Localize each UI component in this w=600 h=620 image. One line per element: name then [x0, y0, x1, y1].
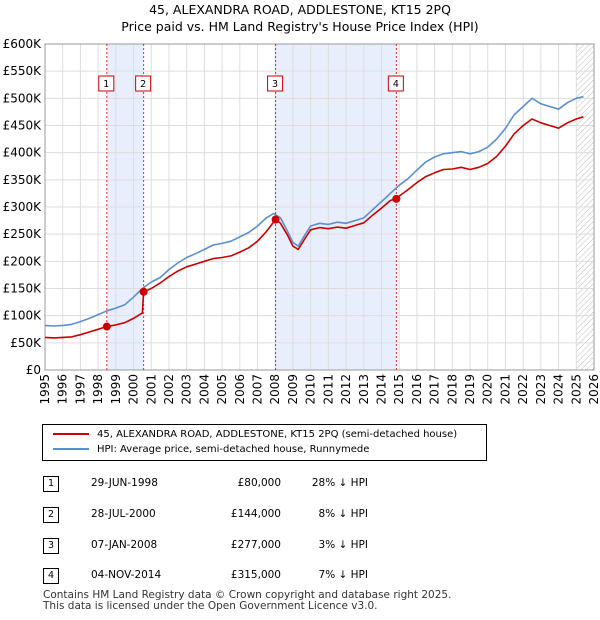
- sale-price: £144,000: [230, 508, 281, 520]
- x-tick-label: 2010: [304, 374, 318, 405]
- y-tick-label: £500K: [3, 91, 43, 105]
- footer-licence: This data is licensed under the Open Gov…: [43, 600, 378, 612]
- sale-number: 2: [43, 507, 59, 523]
- sale-number: 3: [43, 538, 59, 554]
- legend-swatch-property: [53, 433, 89, 435]
- x-tick-label: 2025: [569, 374, 583, 405]
- x-tick-label: 1996: [56, 374, 70, 405]
- y-tick-label: £300K: [3, 200, 43, 214]
- chart-subtitle: Price paid vs. HM Land Registry's House …: [121, 19, 479, 34]
- hpi-series-line: [44, 95, 584, 327]
- sale-number: 4: [43, 568, 59, 584]
- sale-marker-number: 1: [103, 79, 109, 90]
- x-tick-label: 2021: [498, 374, 512, 405]
- x-tick-label: 2000: [127, 374, 141, 405]
- sale-marker-box: [135, 75, 152, 92]
- x-tick-label: 2001: [144, 374, 158, 405]
- x-tick-label: 2004: [197, 374, 211, 405]
- x-tick-label: 2006: [233, 374, 247, 405]
- sale-date: 28-JUL-2000: [91, 508, 156, 520]
- x-tick-label: 2009: [286, 374, 300, 405]
- y-tick-label: £550K: [3, 64, 43, 78]
- sale-point: [392, 194, 401, 203]
- sale-marker-number: 4: [393, 79, 399, 90]
- x-tick-label: 2022: [516, 374, 530, 405]
- sale-marker-box: [387, 75, 404, 92]
- y-tick-label: £600K: [3, 37, 43, 51]
- sale-hpi-diff: 8% ↓ HPI: [318, 508, 368, 520]
- sale-number: 1: [43, 476, 59, 492]
- sale-point: [271, 215, 280, 224]
- y-tick-label: £100K: [3, 309, 43, 323]
- property-series-line: [44, 116, 584, 339]
- legend-item-hpi: HPI: Average price, semi-detached house,…: [53, 443, 369, 457]
- legend-swatch-hpi: [53, 448, 89, 450]
- x-tick-label: 2003: [180, 374, 194, 405]
- x-tick-label: 2002: [162, 374, 176, 405]
- x-tick-label: 2016: [410, 374, 424, 405]
- x-tick-label: 2018: [445, 374, 459, 405]
- sale-date: 29-JUN-1998: [91, 477, 158, 489]
- y-tick-label: £450K: [3, 119, 43, 133]
- chart-title: 45, ALEXANDRA ROAD, ADDLESTONE, KT15 2PQ: [149, 2, 451, 17]
- sale-point: [102, 322, 111, 331]
- x-tick-label: 2011: [321, 374, 335, 405]
- y-tick-label: £0: [26, 363, 41, 377]
- sale-hpi-diff: 28% ↓ HPI: [311, 477, 368, 489]
- y-tick-label: £400K: [3, 146, 43, 160]
- x-tick-label: 1999: [109, 374, 123, 405]
- sale-price: £315,000: [230, 569, 281, 581]
- x-tick-label: 2026: [587, 374, 600, 405]
- legend: 45, ALEXANDRA ROAD, ADDLESTONE, KT15 2PQ…: [42, 424, 487, 461]
- x-tick-label: 2013: [357, 374, 371, 405]
- x-tick-label: 2020: [481, 374, 495, 405]
- sale-hpi-diff: 3% ↓ HPI: [318, 539, 368, 551]
- sale-hpi-diff: 7% ↓ HPI: [318, 569, 368, 581]
- legend-item-property: 45, ALEXANDRA ROAD, ADDLESTONE, KT15 2PQ…: [53, 428, 457, 442]
- y-tick-label: £200K: [3, 254, 43, 268]
- y-tick-label: £250K: [3, 227, 43, 241]
- x-tick-label: 2012: [339, 374, 353, 405]
- sale-marker-number: 2: [140, 79, 146, 90]
- legend-label-hpi: HPI: Average price, semi-detached house,…: [97, 444, 370, 455]
- y-tick-label: £150K: [3, 282, 43, 296]
- price-chart: £0 £50K £100K £150K £200K £250K £300K £350K £400…: [3, 37, 600, 405]
- x-tick-label: 2014: [374, 374, 388, 405]
- x-tick-label: 2015: [392, 374, 406, 405]
- sale-point: [139, 287, 148, 296]
- sale-price: £277,000: [230, 539, 281, 551]
- x-tick-label: 2007: [251, 374, 265, 405]
- x-tick-label: 2008: [268, 374, 282, 405]
- sale-marker-box: [98, 75, 115, 92]
- x-tick-label: 2023: [534, 374, 548, 405]
- x-tick-label: 2005: [215, 374, 229, 405]
- legend-label-property: 45, ALEXANDRA ROAD, ADDLESTONE, KT15 2PQ…: [97, 429, 458, 440]
- sale-marker-box: [267, 75, 284, 92]
- y-tick-label: £350K: [3, 173, 43, 187]
- sale-date: 07-JAN-2008: [91, 539, 158, 551]
- sale-date: 04-NOV-2014: [91, 569, 162, 581]
- x-tick-label: 2017: [428, 374, 442, 405]
- plot-frame: [44, 43, 595, 371]
- sale-marker-number: 3: [272, 79, 278, 90]
- x-tick-label: 1997: [73, 374, 87, 405]
- x-tick-label: 2019: [463, 374, 477, 405]
- x-tick-label: 1998: [91, 374, 105, 405]
- y-tick-label: £50K: [10, 336, 42, 350]
- footer: Contains HM Land Registry data © Crown c…: [43, 590, 451, 612]
- footer-copyright: Contains HM Land Registry data © Crown c…: [43, 589, 452, 601]
- x-tick-label: 1995: [38, 374, 52, 405]
- sale-price: £80,000: [237, 477, 281, 489]
- x-tick-label: 2024: [552, 374, 566, 405]
